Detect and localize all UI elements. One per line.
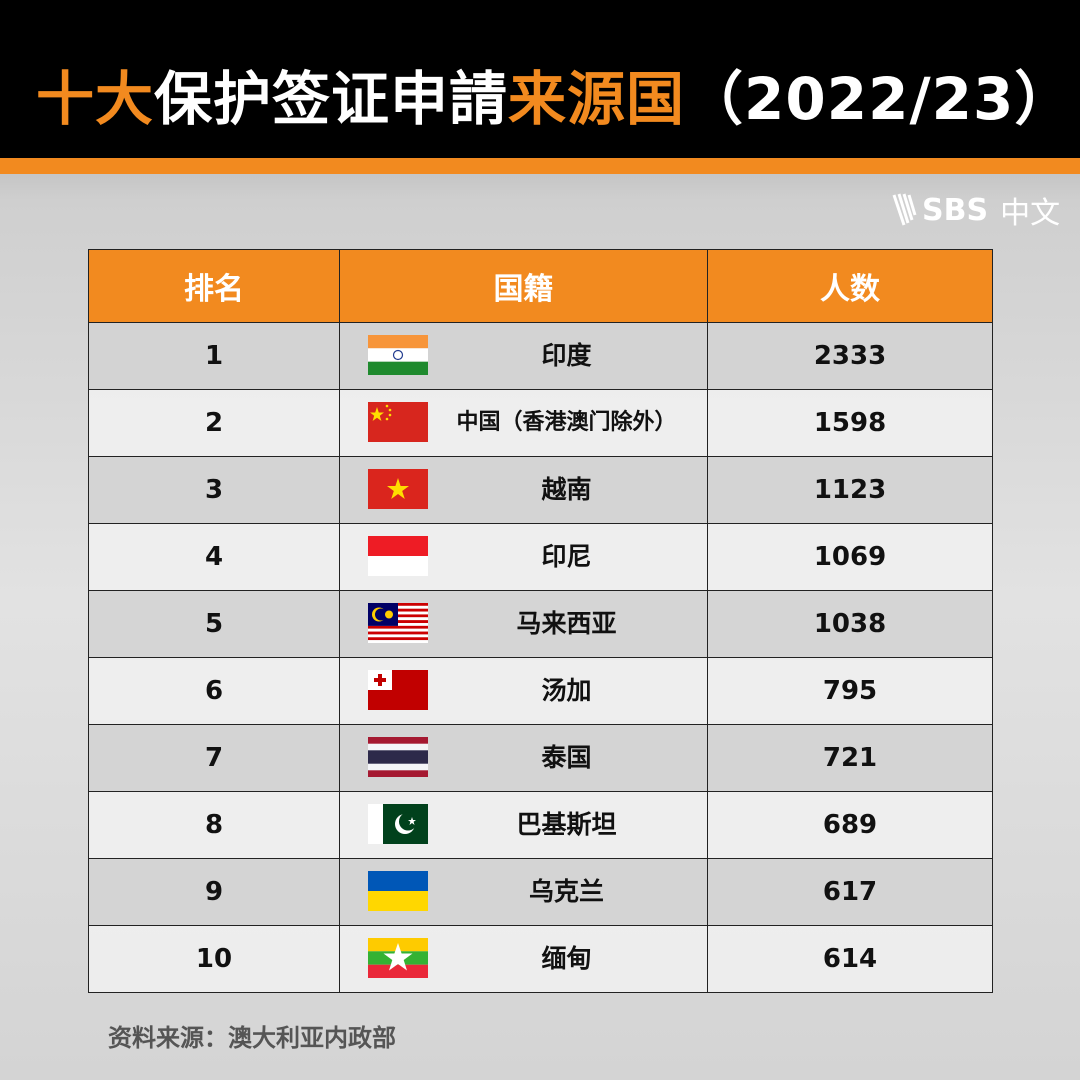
count-cell: 2333 (707, 322, 993, 390)
rank-cell: 6 (88, 657, 340, 725)
count-cell: 689 (707, 791, 993, 859)
thailand-flag-icon (368, 737, 428, 777)
country-name: 越南 (541, 475, 592, 504)
table-row: 5 马来西亚 1038 (88, 590, 993, 658)
nationality-cell: 巴基斯坦 (339, 791, 708, 859)
myanmar-flag-icon (368, 938, 428, 978)
tonga-flag-icon (368, 670, 428, 710)
country-name: 缅甸 (541, 944, 592, 973)
logo-suffix: 中文 (1000, 196, 1061, 231)
count-cell: 1069 (707, 523, 993, 591)
country-name: 印度 (541, 341, 592, 370)
country-name: 中国（香港澳门除外） (456, 410, 677, 435)
country-name: 马来西亚 (516, 609, 617, 638)
nationality-cell: 泰国 (339, 724, 708, 792)
malaysia-flag-icon (368, 603, 428, 643)
rank-cell: 1 (88, 322, 340, 390)
rank-cell: 4 (88, 523, 340, 591)
table-row: 3 越南 1123 (88, 456, 993, 524)
rank-cell: 5 (88, 590, 340, 658)
sbs-swoosh-icon (892, 193, 917, 226)
ukraine-flag-icon (368, 871, 428, 911)
orange-divider (0, 158, 1080, 174)
page-title: 十大保护签证申請来源国（2022/23） (36, 52, 1073, 136)
country-name: 印尼 (541, 542, 592, 571)
china-flag-icon (368, 402, 428, 442)
rank-cell: 9 (88, 858, 340, 926)
country-name: 汤加 (541, 676, 592, 705)
table-row: 10 缅甸 614 (88, 925, 993, 993)
header-rank: 排名 (88, 249, 340, 323)
nationality-cell: 马来西亚 (339, 590, 708, 658)
rank-cell: 10 (88, 925, 340, 993)
header-count: 人数 (707, 249, 993, 323)
source-note: 资料来源：澳大利亚内政部 (108, 1024, 396, 1052)
vietnam-flag-icon (368, 469, 428, 509)
nationality-cell: 印度 (339, 322, 708, 390)
india-flag-icon (368, 335, 428, 375)
sbs-logo: SBS 中文 (890, 188, 1060, 232)
logo-brand: SBS (922, 192, 989, 228)
table-row: 9 乌克兰 617 (88, 858, 993, 926)
title-part: （2022/23） (685, 65, 1074, 133)
count-cell: 721 (707, 724, 993, 792)
pakistan-flag-icon (368, 804, 428, 844)
nationality-cell: 乌克兰 (339, 858, 708, 926)
rank-cell: 3 (88, 456, 340, 524)
rank-cell: 2 (88, 389, 340, 457)
count-cell: 1123 (707, 456, 993, 524)
rank-cell: 8 (88, 791, 340, 859)
table-header: 排名 国籍 人数 (88, 249, 993, 323)
title-part: 十大 (36, 65, 155, 133)
count-cell: 1598 (707, 389, 993, 457)
table-row: 6 汤加 795 (88, 657, 993, 725)
count-cell: 617 (707, 858, 993, 926)
table-row: 8 巴基斯坦 689 (88, 791, 993, 859)
table-row: 2 中国（香港澳门除外） 1598 (88, 389, 993, 457)
nationality-cell: 越南 (339, 456, 708, 524)
count-cell: 795 (707, 657, 993, 725)
nationality-cell: 印尼 (339, 523, 708, 591)
country-name: 巴基斯坦 (516, 810, 617, 839)
table-row: 7 泰国 721 (88, 724, 993, 792)
country-name: 泰国 (541, 743, 592, 772)
table-row: 1 印度 2333 (88, 322, 993, 390)
rank-cell: 7 (88, 724, 340, 792)
nationality-cell: 汤加 (339, 657, 708, 725)
title-part: 来源国 (508, 65, 686, 133)
indonesia-flag-icon (368, 536, 428, 576)
country-name: 乌克兰 (528, 877, 604, 906)
count-cell: 1038 (707, 590, 993, 658)
title-bar (0, 0, 1080, 158)
header-nationality: 国籍 (339, 249, 708, 323)
nationality-cell: 中国（香港澳门除外） (339, 389, 708, 457)
nationality-cell: 缅甸 (339, 925, 708, 993)
count-cell: 614 (707, 925, 993, 993)
asylum-table: 排名 国籍 人数 1 印度 2333 2 中国（香港澳门除外） 1598 3 越南 … (88, 249, 993, 993)
table-row: 4 印尼 1069 (88, 523, 993, 591)
title-part: 保护签证申請 (154, 65, 509, 133)
